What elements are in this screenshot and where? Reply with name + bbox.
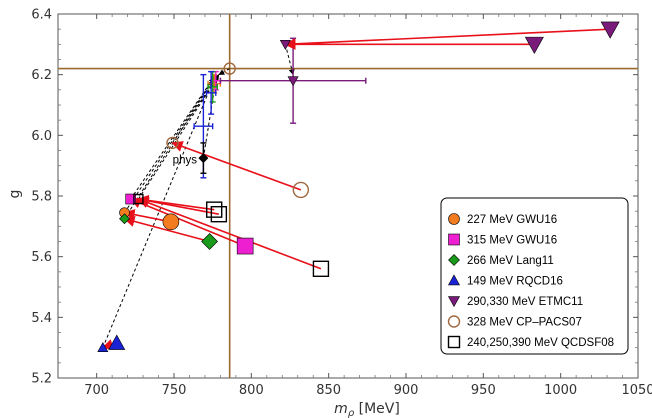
legend-box [440,197,629,355]
y-tick-label: 6.2 [31,68,52,83]
x-axis-title-sub: ρ [348,408,355,418]
legend-swatch [447,296,461,308]
legend-label: 227 MeV GWU16 [467,214,557,226]
data-point [166,136,179,150]
data-point [162,213,180,231]
legend-label: 149 MeV RQCD16 [467,276,563,288]
data-point [600,21,620,39]
legend-swatch [447,274,461,286]
axis-titles: g mρ [MeV] [7,190,400,418]
legend-label: 328 MeV CP–PACS07 [467,317,582,329]
data-point [287,76,299,87]
physical-point [198,153,209,164]
dashed-link [138,77,218,200]
data-point [125,193,136,205]
y-tick-label: 5.2 [31,372,52,387]
y-tick-label: 6.4 [31,8,52,23]
legend-swatch [448,213,460,225]
x-tick-label: 750 [162,383,187,398]
shift-arrow [137,197,322,270]
annotation-phys: phys [173,155,198,167]
legend-label: 266 MeV Lang11 [467,255,554,267]
legend-label: 240,250,390 MeV QCDSF08 [467,337,614,349]
shift-arrow [137,194,215,211]
x-tick-label: 850 [316,383,341,398]
legend-label: 290,330 MeV ETMC11 [467,296,583,308]
shift-arrow [284,28,611,50]
data-markers [97,21,620,352]
x-axis-title-unit: [MeV] [354,401,400,417]
y-tick-label: 5.8 [31,190,52,205]
dashed-link [218,68,230,76]
data-point [206,201,223,218]
arrows [101,28,611,350]
legend-swatch [448,233,460,246]
dashed-link [202,80,218,159]
data-point [292,181,310,199]
data-point [223,62,236,75]
dashed-link [124,77,215,213]
dashed-link [172,74,220,144]
axis-ticks: 700 750 800 850 900 950 1000 1050 5.2 5.4 5.6 5.8 6.… [31,8,652,399]
annotations: phys [173,155,198,167]
y-axis-title: g [7,190,23,199]
y-tick-label: 5.4 [31,311,52,326]
legend-swatch [447,315,461,328]
dashed-link [124,80,214,220]
x-tick-label: 900 [394,383,419,398]
shift-arrow [171,141,302,191]
x-tick-label: 700 [84,383,109,398]
dashed-link [284,44,295,76]
data-point [236,237,254,255]
x-tick-label: 1050 [621,383,652,398]
data-point [108,334,126,350]
x-tick-label: 800 [239,383,264,398]
error-bars [193,37,367,179]
x-axis-title: mρ [MeV] [334,401,400,418]
legend: 227 MeV GWU16 315 MeV GWU16 266 MeV Lang11… [440,197,629,355]
shift-arrow [123,215,210,243]
data-point [97,342,109,352]
data-point [119,213,130,225]
data-point [201,233,218,250]
data-point [210,205,228,223]
data-point [524,36,544,54]
data-point [312,260,330,277]
y-tick-label: 5.6 [31,250,52,265]
legend-swatch [448,254,460,266]
x-axis-title-main: m [334,401,348,417]
data-point [133,193,144,205]
x-tick-label: 1000 [544,383,577,398]
x-tick-label: 950 [471,383,496,398]
data-point [279,40,291,50]
y-tick-label: 6.0 [31,129,52,144]
legend-label: 315 MeV GWU16 [467,235,557,247]
legend-swatch [447,335,461,349]
